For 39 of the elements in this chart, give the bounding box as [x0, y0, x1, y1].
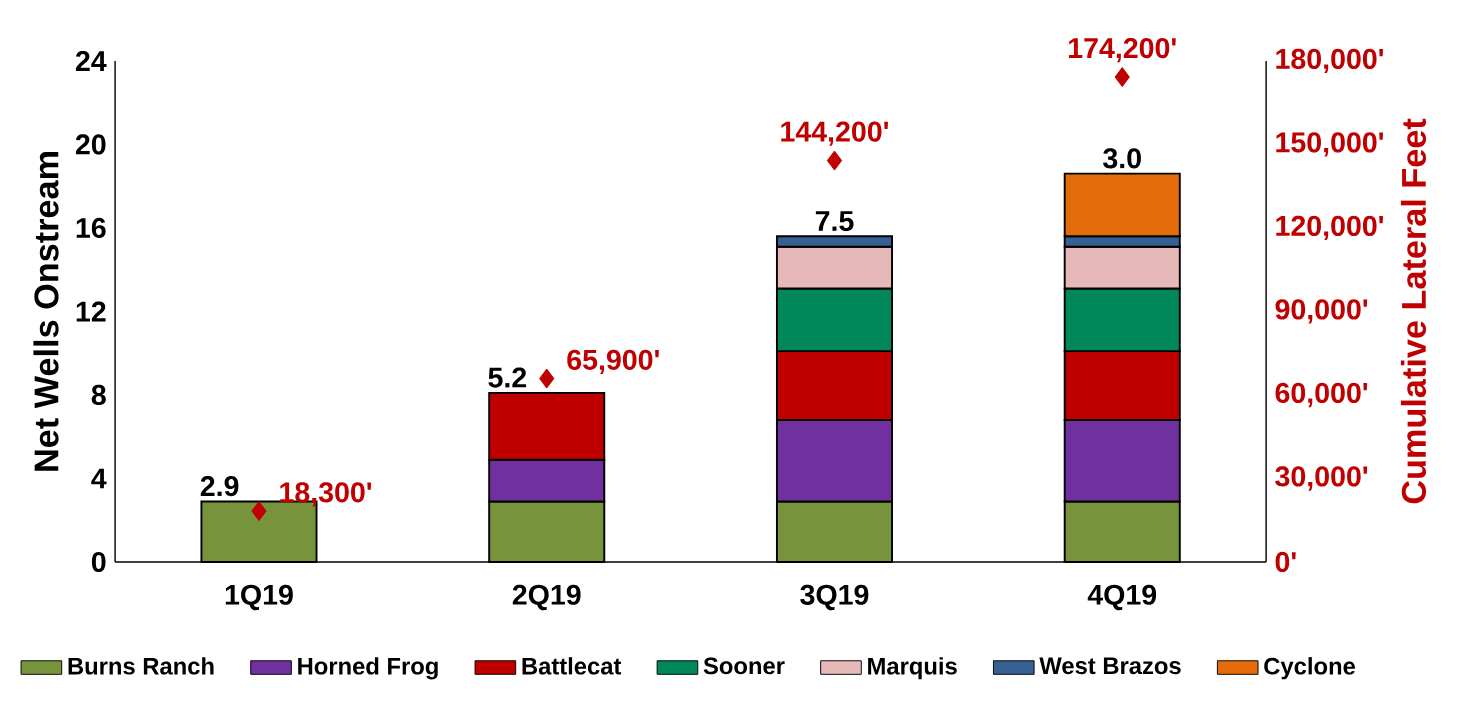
legend-label: Marquis [868, 656, 957, 680]
y-tick-label: 24 [75, 50, 107, 71]
legend-label: Battlecat [522, 656, 622, 675]
point [1114, 66, 1130, 87]
y-tick-label: 12 [76, 301, 106, 322]
data-label: 174,200' [1069, 37, 1176, 63]
y2-tick-label: 180,000' [1276, 48, 1384, 73]
x-tick-label: 3Q19 [800, 584, 869, 610]
y-tick-label: 20 [75, 134, 106, 155]
legend-label: Horned Frog [298, 656, 438, 680]
legend-label: Cyclone [1264, 656, 1356, 680]
annotation: 3.0 [1103, 147, 1141, 169]
y2-tick-label: 90,000' [1275, 299, 1368, 324]
x-tick-label: 2Q19 [512, 584, 581, 610]
data-label: 18,300' [280, 481, 372, 507]
data-label: 144,200' [781, 121, 888, 146]
legend-label: Burns Ranch [68, 656, 214, 675]
point [539, 368, 555, 389]
data-label: 65,900' [567, 349, 659, 374]
y2-tick-label: 60,000' [1275, 382, 1368, 407]
y2-axis-title: Cumulative Lateral Feet [1400, 118, 1427, 504]
annotation: 2.9 [200, 475, 239, 496]
y2-tick-label: 150,000' [1276, 132, 1384, 157]
y-axis-title: Net Wells Onstream [33, 151, 59, 471]
y2-tick-label: 120,000' [1276, 215, 1384, 240]
y-tick-label: 16 [76, 217, 106, 238]
legend-label: West Brazos [1039, 657, 1181, 674]
y-tick-label: 0 [91, 551, 106, 572]
point [251, 500, 267, 521]
y2-tick-label: 30,000' [1275, 466, 1368, 491]
legend-label: Sooner [703, 657, 785, 675]
y-tick-label: 8 [91, 384, 106, 405]
x-tick-label: 4Q19 [1087, 584, 1157, 610]
annotation: 7.5 [815, 210, 854, 231]
y-tick-label: 4 [91, 468, 107, 489]
point [826, 150, 843, 171]
y2-tick-label: 0' [1275, 551, 1296, 572]
annotation: 5.2 [488, 367, 527, 388]
x-tick-label: 1Q19 [225, 584, 293, 610]
